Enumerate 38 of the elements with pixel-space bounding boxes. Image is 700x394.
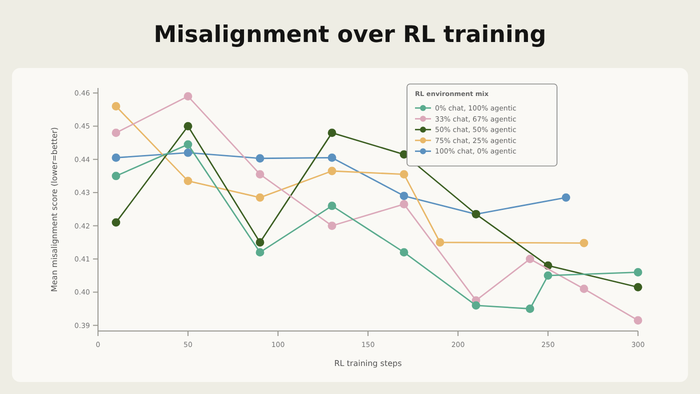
point <box>184 176 192 186</box>
point <box>400 192 408 200</box>
point <box>256 248 264 257</box>
point <box>328 166 336 176</box>
point <box>184 122 192 130</box>
point <box>472 301 480 310</box>
point <box>634 268 642 276</box>
point <box>400 200 408 208</box>
point <box>328 222 336 230</box>
point <box>256 170 264 179</box>
point <box>256 193 264 202</box>
point <box>112 172 120 180</box>
y-axis-title: Mean misalignment score (lower=better) <box>50 127 59 292</box>
point <box>634 282 642 292</box>
point <box>436 238 444 247</box>
point <box>400 248 408 257</box>
point <box>184 92 192 100</box>
point <box>400 170 408 179</box>
point <box>112 218 120 227</box>
point <box>544 271 552 280</box>
point <box>328 154 336 162</box>
point <box>562 193 570 202</box>
point <box>184 140 192 149</box>
point <box>328 202 336 210</box>
x-axis-title: RL training steps <box>334 359 402 368</box>
point <box>112 128 120 138</box>
point <box>112 154 120 162</box>
point <box>112 102 120 110</box>
point <box>328 128 336 138</box>
point <box>526 254 534 264</box>
point <box>184 148 192 157</box>
chart-title: Misalignment over RL training <box>154 22 546 48</box>
point <box>526 304 534 313</box>
point <box>634 316 642 325</box>
point <box>580 238 588 248</box>
point <box>256 154 264 163</box>
point <box>256 238 264 247</box>
point <box>580 284 588 294</box>
